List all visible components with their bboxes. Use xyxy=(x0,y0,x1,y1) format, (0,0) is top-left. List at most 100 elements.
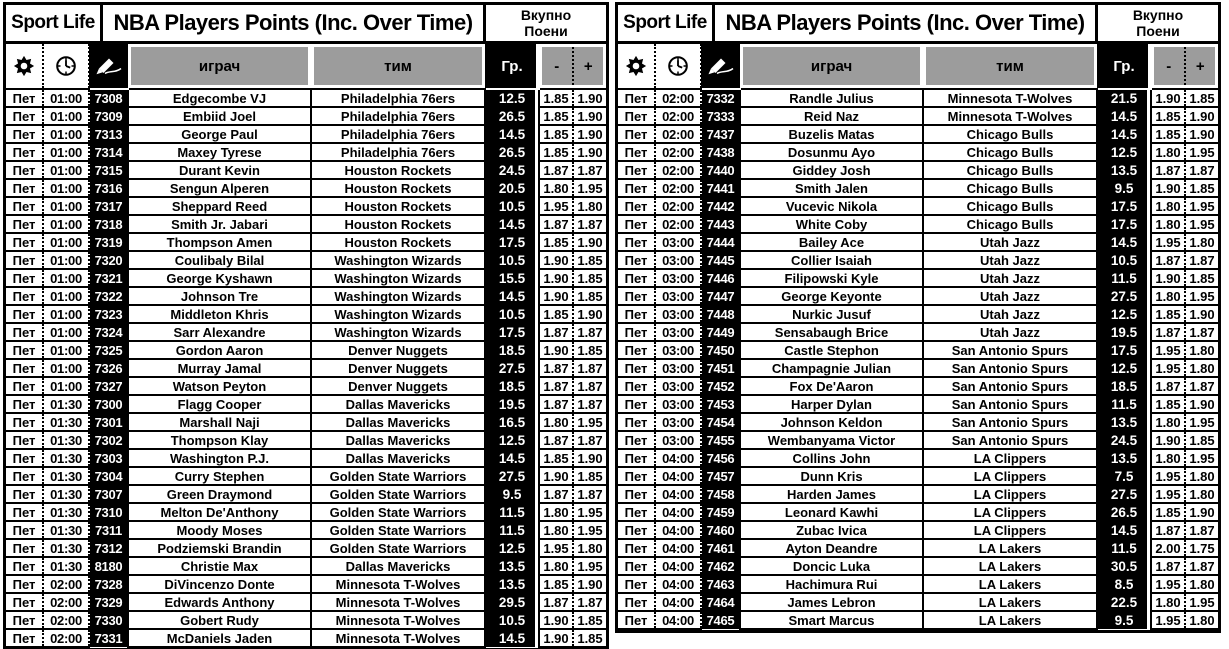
under-odds-cell[interactable]: 1.87 xyxy=(1150,376,1186,396)
over-odds-cell[interactable]: 1.85 xyxy=(573,268,607,288)
under-odds-cell[interactable]: 1.87 xyxy=(538,376,574,396)
under-odds-cell[interactable]: 1.87 xyxy=(538,160,574,180)
under-odds-cell[interactable]: 1.80 xyxy=(538,556,574,576)
under-odds-cell[interactable]: 1.87 xyxy=(1150,250,1186,270)
over-odds-cell[interactable]: 1.95 xyxy=(1185,592,1219,612)
over-odds-cell[interactable]: 1.95 xyxy=(573,178,607,198)
settings-header-button[interactable] xyxy=(618,44,656,90)
under-odds-cell[interactable]: 1.85 xyxy=(1150,124,1186,144)
over-odds-cell[interactable]: 1.90 xyxy=(573,142,607,162)
under-odds-cell[interactable]: 1.87 xyxy=(1150,322,1186,342)
over-odds-cell[interactable]: 1.85 xyxy=(573,628,607,648)
over-odds-cell[interactable]: 1.87 xyxy=(573,484,607,504)
over-odds-cell[interactable]: 1.95 xyxy=(1185,196,1219,216)
under-odds-cell[interactable]: 1.90 xyxy=(1150,430,1186,450)
under-odds-cell[interactable]: 1.85 xyxy=(538,232,574,252)
over-odds-cell[interactable]: 1.87 xyxy=(573,358,607,378)
over-odds-cell[interactable]: 1.90 xyxy=(1185,106,1219,126)
under-odds-cell[interactable]: 1.95 xyxy=(538,538,574,558)
over-odds-cell[interactable]: 1.90 xyxy=(573,106,607,126)
write-header-button[interactable] xyxy=(89,44,128,90)
over-odds-cell[interactable]: 1.90 xyxy=(573,304,607,324)
over-odds-cell[interactable]: 1.90 xyxy=(1185,124,1219,144)
time-header-button[interactable] xyxy=(655,44,702,90)
under-odds-cell[interactable]: 1.85 xyxy=(1150,106,1186,126)
under-odds-cell[interactable]: 1.90 xyxy=(538,466,574,486)
over-odds-cell[interactable]: 1.87 xyxy=(573,160,607,180)
over-odds-cell[interactable]: 1.85 xyxy=(573,340,607,360)
under-odds-cell[interactable]: 1.80 xyxy=(538,520,574,540)
under-odds-cell[interactable]: 1.80 xyxy=(538,412,574,432)
under-odds-cell[interactable]: 1.90 xyxy=(538,628,574,648)
over-odds-cell[interactable]: 1.75 xyxy=(1185,538,1219,558)
settings-header-button[interactable] xyxy=(6,44,44,90)
under-odds-cell[interactable]: 1.90 xyxy=(1150,178,1186,198)
over-odds-cell[interactable]: 1.95 xyxy=(573,412,607,432)
over-odds-cell[interactable]: 1.80 xyxy=(1185,574,1219,594)
over-odds-cell[interactable]: 1.95 xyxy=(1185,214,1219,234)
over-odds-cell[interactable]: 1.80 xyxy=(1185,610,1219,630)
over-odds-cell[interactable]: 1.95 xyxy=(1185,286,1219,306)
under-odds-cell[interactable]: 1.85 xyxy=(1150,394,1186,414)
over-odds-cell[interactable]: 1.87 xyxy=(1185,520,1219,540)
under-odds-cell[interactable]: 1.90 xyxy=(538,286,574,306)
over-odds-cell[interactable]: 1.87 xyxy=(573,322,607,342)
over-odds-cell[interactable]: 1.85 xyxy=(1185,178,1219,198)
over-odds-cell[interactable]: 1.80 xyxy=(1185,466,1219,486)
under-odds-cell[interactable]: 1.90 xyxy=(1150,268,1186,288)
under-odds-cell[interactable]: 1.95 xyxy=(1150,484,1186,504)
over-odds-cell[interactable]: 1.85 xyxy=(1185,88,1219,108)
under-odds-cell[interactable]: 1.85 xyxy=(538,124,574,144)
under-odds-cell[interactable]: 1.87 xyxy=(538,394,574,414)
over-odds-cell[interactable]: 1.95 xyxy=(1185,412,1219,432)
over-odds-cell[interactable]: 1.95 xyxy=(1185,448,1219,468)
over-odds-cell[interactable]: 1.87 xyxy=(573,394,607,414)
under-odds-cell[interactable]: 1.90 xyxy=(538,340,574,360)
over-odds-cell[interactable]: 1.90 xyxy=(1185,502,1219,522)
under-odds-cell[interactable]: 1.95 xyxy=(538,196,574,216)
over-odds-cell[interactable]: 1.80 xyxy=(1185,358,1219,378)
over-odds-cell[interactable]: 1.87 xyxy=(573,592,607,612)
under-odds-cell[interactable]: 1.80 xyxy=(538,178,574,198)
over-odds-cell[interactable]: 1.85 xyxy=(1185,268,1219,288)
under-odds-cell[interactable]: 1.85 xyxy=(538,88,574,108)
under-odds-cell[interactable]: 1.80 xyxy=(1150,214,1186,234)
under-odds-cell[interactable]: 1.90 xyxy=(538,250,574,270)
under-odds-cell[interactable]: 1.87 xyxy=(538,358,574,378)
write-header-button[interactable] xyxy=(701,44,740,90)
over-odds-cell[interactable]: 1.90 xyxy=(573,124,607,144)
under-odds-cell[interactable]: 1.85 xyxy=(538,448,574,468)
under-odds-cell[interactable]: 1.85 xyxy=(538,142,574,162)
over-odds-cell[interactable]: 1.87 xyxy=(1185,556,1219,576)
under-odds-cell[interactable]: 1.85 xyxy=(538,106,574,126)
over-odds-cell[interactable]: 1.90 xyxy=(1185,394,1219,414)
under-odds-cell[interactable]: 1.80 xyxy=(1150,592,1186,612)
under-odds-cell[interactable]: 1.95 xyxy=(1150,358,1186,378)
over-odds-cell[interactable]: 1.87 xyxy=(573,376,607,396)
over-odds-cell[interactable]: 1.90 xyxy=(573,448,607,468)
under-odds-cell[interactable]: 1.87 xyxy=(1150,520,1186,540)
under-odds-cell[interactable]: 1.80 xyxy=(1150,448,1186,468)
over-odds-cell[interactable]: 1.85 xyxy=(1185,430,1219,450)
under-odds-cell[interactable]: 1.85 xyxy=(1150,304,1186,324)
over-odds-cell[interactable]: 1.85 xyxy=(573,250,607,270)
over-odds-cell[interactable]: 1.87 xyxy=(1185,250,1219,270)
under-odds-cell[interactable]: 1.87 xyxy=(538,214,574,234)
over-odds-cell[interactable]: 1.87 xyxy=(1185,160,1219,180)
under-odds-cell[interactable]: 1.87 xyxy=(538,430,574,450)
under-odds-cell[interactable]: 1.90 xyxy=(538,268,574,288)
over-odds-cell[interactable]: 1.85 xyxy=(573,466,607,486)
under-odds-cell[interactable]: 1.95 xyxy=(1150,232,1186,252)
over-odds-cell[interactable]: 1.87 xyxy=(1185,322,1219,342)
under-odds-cell[interactable]: 1.95 xyxy=(1150,466,1186,486)
under-odds-cell[interactable]: 1.95 xyxy=(1150,610,1186,630)
under-odds-cell[interactable]: 1.87 xyxy=(538,322,574,342)
under-odds-cell[interactable]: 1.80 xyxy=(1150,196,1186,216)
over-odds-cell[interactable]: 1.95 xyxy=(573,520,607,540)
under-odds-cell[interactable]: 2.00 xyxy=(1150,538,1186,558)
time-header-button[interactable] xyxy=(43,44,90,90)
under-odds-cell[interactable]: 1.80 xyxy=(1150,412,1186,432)
under-odds-cell[interactable]: 1.80 xyxy=(1150,286,1186,306)
under-odds-cell[interactable]: 1.90 xyxy=(538,610,574,630)
over-odds-cell[interactable]: 1.87 xyxy=(1185,376,1219,396)
